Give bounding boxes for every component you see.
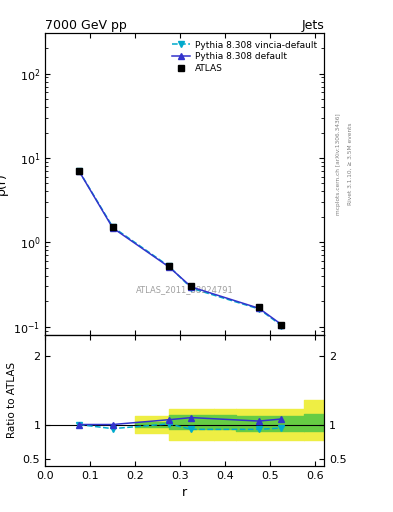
Pythia 8.308 default [77,168,81,174]
ATLAS [257,304,261,310]
Pythia 8.308 vincia-default [77,167,81,174]
Legend: Pythia 8.308 vincia-default, Pythia 8.308 default, ATLAS: Pythia 8.308 vincia-default, Pythia 8.30… [170,38,320,76]
Text: Jets: Jets [301,19,324,32]
Pythia 8.308 vincia-default [279,323,284,329]
Line: Pythia 8.308 default: Pythia 8.308 default [76,168,285,328]
Y-axis label: ρ(r): ρ(r) [0,173,8,196]
ATLAS [77,168,81,174]
X-axis label: r: r [182,486,187,499]
Pythia 8.308 default [110,225,115,231]
Line: ATLAS: ATLAS [75,167,285,328]
Y-axis label: Ratio to ATLAS: Ratio to ATLAS [7,362,17,438]
Text: ATLAS_2011_S8924791: ATLAS_2011_S8924791 [136,285,233,294]
ATLAS [189,283,194,289]
Text: Rivet 3.1.10, ≥ 3.5M events: Rivet 3.1.10, ≥ 3.5M events [348,122,353,205]
Pythia 8.308 default [189,284,194,290]
Pythia 8.308 default [257,305,261,311]
ATLAS [110,224,115,230]
Pythia 8.308 vincia-default [257,306,261,312]
Pythia 8.308 default [279,322,284,328]
Pythia 8.308 vincia-default [167,263,171,269]
ATLAS [279,322,284,328]
Pythia 8.308 vincia-default [110,224,115,230]
Pythia 8.308 vincia-default [189,285,194,291]
ATLAS [167,263,171,269]
Text: mcplots.cern.ch [arXiv:1306.3436]: mcplots.cern.ch [arXiv:1306.3436] [336,113,341,215]
Line: Pythia 8.308 vincia-default: Pythia 8.308 vincia-default [76,167,285,329]
Pythia 8.308 default [167,264,171,270]
Text: 7000 GeV pp: 7000 GeV pp [45,19,127,32]
